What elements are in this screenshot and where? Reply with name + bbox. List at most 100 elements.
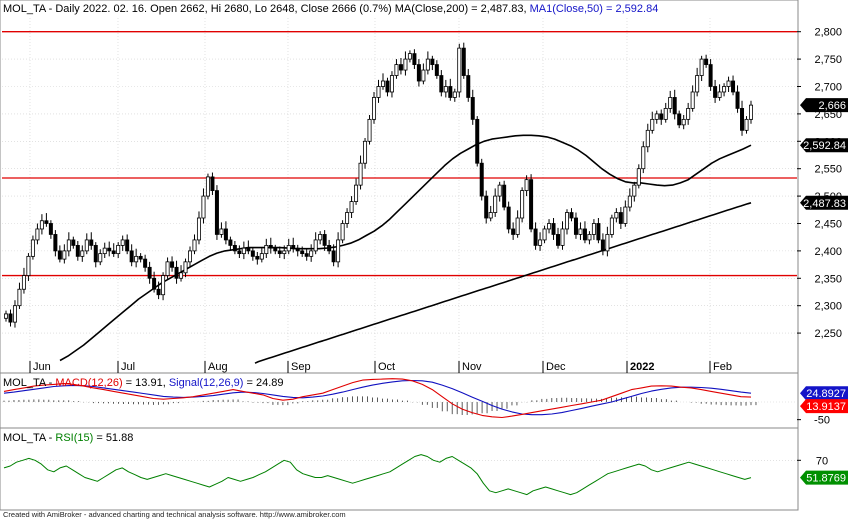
candle-body: [735, 91, 740, 109]
candle-body: [318, 234, 323, 241]
date-tick-label: Jul: [121, 361, 135, 373]
candle-body: [125, 239, 130, 252]
candle-body: [156, 288, 161, 296]
candle-body: [354, 184, 359, 202]
candle-body: [129, 250, 134, 263]
candle-body: [385, 80, 390, 93]
candle-body: [587, 234, 592, 241]
candle-body: [529, 179, 534, 230]
candle-body: [475, 118, 480, 164]
candle-body: [591, 223, 596, 235]
signal-line: [3, 379, 752, 416]
price-pane-frame: [0, 0, 799, 374]
candle-body: [416, 64, 421, 82]
candle-body: [686, 108, 691, 120]
candle-body: [237, 250, 242, 255]
candle-body: [542, 228, 547, 241]
candle-body: [556, 234, 561, 246]
date-tick-label: Aug: [208, 361, 228, 373]
candle-body: [582, 228, 587, 241]
candle-body: [389, 75, 394, 93]
candle-body: [749, 104, 754, 120]
candle-body: [722, 86, 727, 93]
date-tick-label: 2022: [630, 361, 654, 373]
candle-body: [214, 190, 219, 235]
candle-body: [345, 212, 350, 224]
ma50-last-label-bg: [800, 138, 848, 153]
candle-body: [179, 272, 184, 279]
price-tick-label: 2,700: [814, 81, 842, 93]
candle-body: [313, 239, 318, 252]
candle-body: [479, 162, 484, 197]
candle-body: [363, 140, 368, 164]
candle-body: [636, 168, 641, 186]
candle-body: [147, 266, 152, 279]
candle-body: [264, 245, 269, 255]
candle-body: [57, 250, 62, 260]
candle-body: [672, 97, 677, 115]
candle-body: [466, 75, 471, 98]
candle-body: [71, 239, 76, 246]
candle-body: [394, 64, 399, 76]
candle-body: [340, 223, 345, 241]
date-tick-label: Feb: [713, 361, 732, 373]
candle-body: [699, 58, 704, 76]
candle-body: [717, 91, 722, 98]
candle-body: [286, 245, 291, 252]
candle-body: [515, 217, 520, 235]
candle-body: [439, 75, 444, 93]
candle-body: [174, 266, 179, 279]
candle-body: [255, 255, 260, 260]
candle-body: [44, 220, 49, 224]
candle-body: [578, 228, 583, 235]
macd-tick-label: -50: [814, 415, 830, 427]
last-close-label-text: 2,666: [818, 100, 846, 112]
date-tick-label: Oct: [378, 361, 395, 373]
price-axis: 2,2502,3002,3502,4002,4502,5002,5502,600…: [797, 27, 848, 340]
candle-body: [143, 258, 148, 268]
signal-last-label-bg: [800, 386, 848, 401]
candle-body: [232, 245, 237, 252]
candle-body: [650, 118, 655, 131]
candle-body: [21, 275, 26, 290]
moving-averages: [59, 134, 752, 364]
candle-body: [152, 277, 157, 290]
rsi-tick-label: 70: [816, 455, 828, 467]
candle-body: [241, 247, 246, 255]
date-tick-label: Sep: [291, 361, 311, 373]
candle-body: [250, 250, 255, 257]
signal-last-label-text: 24.8927: [806, 388, 846, 400]
candle-body: [327, 245, 332, 252]
candle-body: [600, 239, 605, 252]
macd-line: [3, 378, 752, 419]
candle-body: [210, 176, 215, 192]
candle-body: [412, 53, 417, 65]
candle-body: [493, 195, 498, 213]
candle-body: [659, 113, 664, 120]
candle-body: [564, 212, 569, 230]
candle-body: [66, 239, 71, 252]
price-tick-label: 2,550: [814, 164, 842, 176]
footer-credit: Created with AmiBroker - advanced charti…: [3, 510, 346, 519]
candle-body: [291, 245, 296, 249]
candle-body: [452, 91, 457, 98]
rsi-last-label-bg: [800, 470, 848, 485]
rsi-pane-frame: [0, 427, 799, 511]
candle-body: [4, 313, 9, 319]
candle-body: [304, 253, 309, 257]
candle-body: [708, 64, 713, 87]
candle-body: [107, 247, 112, 252]
candle-body: [726, 80, 731, 87]
price-tick-label: 2,350: [814, 273, 842, 285]
candle-body: [205, 176, 210, 197]
price-grid: [2, 18, 797, 373]
price-tick-label: 2,250: [814, 328, 842, 340]
candle-body: [596, 223, 601, 241]
price-title: MOL_TA - Daily 2022. 02. 16. Open 2662, …: [3, 3, 658, 15]
candle-body: [161, 275, 166, 296]
candle-body: [134, 255, 139, 263]
candle-body: [668, 97, 673, 109]
candle-body: [367, 118, 372, 142]
last-close-label-bg: [800, 98, 848, 113]
